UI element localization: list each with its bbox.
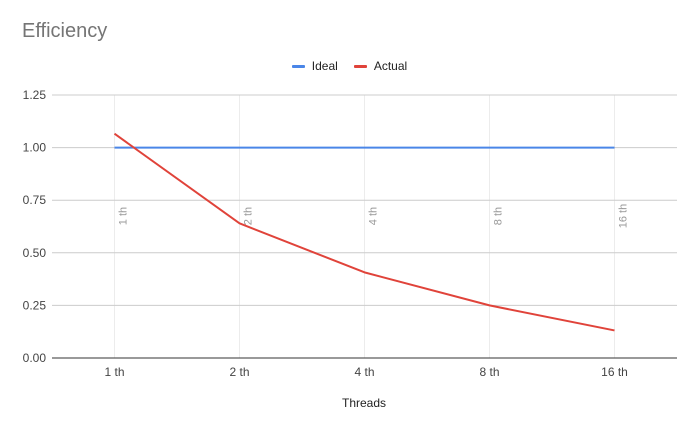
point-annotation: 8 th [493, 207, 505, 225]
point-annotation: 1 th [118, 207, 130, 225]
legend-label-ideal: Ideal [311, 59, 338, 73]
series-lines [113, 132, 615, 332]
y-tick-label: 0.75 [23, 193, 47, 207]
point-annotation: 2 th [243, 207, 255, 225]
x-axis-ticks: 1 th 2 th 4 th 8 th 16 th [104, 365, 627, 379]
y-axis-ticks: 0.00 0.25 0.50 0.75 1.00 1.25 [23, 88, 47, 365]
x-axis-title: Threads [342, 396, 386, 410]
legend-label-actual: Actual [373, 59, 408, 73]
y-tick-label: 1.00 [23, 141, 47, 155]
legend-item-ideal[interactable]: Ideal [291, 59, 338, 73]
x-tick-label: 4 th [354, 365, 374, 379]
grid-lines [52, 94, 677, 359]
legend: Ideal Actual [0, 59, 699, 73]
legend-swatch-actual [353, 64, 367, 68]
y-tick-label: 0.00 [23, 351, 47, 365]
point-annotations: 1 th 2 th 4 th 8 th 16 th [118, 204, 630, 228]
legend-item-actual[interactable]: Actual [353, 59, 408, 73]
y-tick-label: 0.25 [23, 298, 47, 312]
series-line-actual [113, 132, 615, 332]
legend-swatch-ideal [291, 64, 305, 68]
point-annotation: 4 th [368, 207, 380, 225]
x-tick-label: 1 th [104, 365, 124, 379]
y-tick-label: 1.25 [23, 88, 47, 102]
y-tick-label: 0.50 [23, 246, 47, 260]
point-annotation: 16 th [618, 204, 630, 228]
x-tick-label: 8 th [479, 365, 499, 379]
chart-title: Efficiency [22, 20, 108, 42]
x-tick-label: 16 th [601, 365, 628, 379]
x-tick-label: 2 th [229, 365, 249, 379]
